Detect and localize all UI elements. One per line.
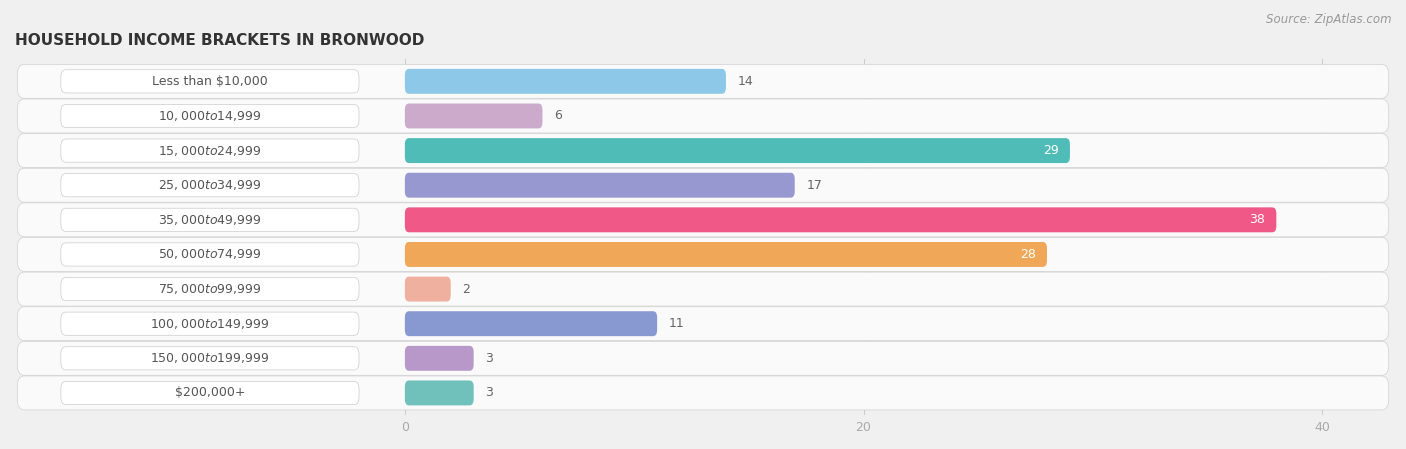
FancyBboxPatch shape xyxy=(60,277,359,301)
FancyBboxPatch shape xyxy=(405,242,1047,267)
FancyBboxPatch shape xyxy=(17,307,1389,341)
FancyBboxPatch shape xyxy=(17,168,1389,202)
FancyBboxPatch shape xyxy=(60,347,359,370)
Text: 17: 17 xyxy=(806,179,823,192)
FancyBboxPatch shape xyxy=(405,380,474,405)
Text: 14: 14 xyxy=(737,75,754,88)
FancyBboxPatch shape xyxy=(405,69,725,94)
FancyBboxPatch shape xyxy=(60,208,359,231)
FancyBboxPatch shape xyxy=(60,139,359,162)
Text: 6: 6 xyxy=(554,110,562,123)
Text: $15,000 to $24,999: $15,000 to $24,999 xyxy=(159,144,262,158)
Text: 3: 3 xyxy=(485,387,494,400)
FancyBboxPatch shape xyxy=(60,174,359,197)
Text: Less than $10,000: Less than $10,000 xyxy=(152,75,267,88)
Text: 29: 29 xyxy=(1043,144,1059,157)
Text: $35,000 to $49,999: $35,000 to $49,999 xyxy=(159,213,262,227)
Text: 28: 28 xyxy=(1019,248,1036,261)
FancyBboxPatch shape xyxy=(17,272,1389,306)
FancyBboxPatch shape xyxy=(17,238,1389,272)
FancyBboxPatch shape xyxy=(60,312,359,335)
Text: $25,000 to $34,999: $25,000 to $34,999 xyxy=(159,178,262,192)
Text: $10,000 to $14,999: $10,000 to $14,999 xyxy=(159,109,262,123)
FancyBboxPatch shape xyxy=(405,346,474,371)
Text: $100,000 to $149,999: $100,000 to $149,999 xyxy=(150,317,270,331)
FancyBboxPatch shape xyxy=(405,173,794,198)
Text: $50,000 to $74,999: $50,000 to $74,999 xyxy=(159,247,262,261)
FancyBboxPatch shape xyxy=(60,243,359,266)
FancyBboxPatch shape xyxy=(60,70,359,93)
FancyBboxPatch shape xyxy=(60,381,359,405)
FancyBboxPatch shape xyxy=(17,64,1389,98)
Text: $150,000 to $199,999: $150,000 to $199,999 xyxy=(150,351,270,365)
FancyBboxPatch shape xyxy=(17,99,1389,133)
FancyBboxPatch shape xyxy=(17,134,1389,167)
Text: HOUSEHOLD INCOME BRACKETS IN BRONWOOD: HOUSEHOLD INCOME BRACKETS IN BRONWOOD xyxy=(15,33,425,48)
FancyBboxPatch shape xyxy=(405,207,1277,232)
FancyBboxPatch shape xyxy=(405,138,1070,163)
Text: 2: 2 xyxy=(463,282,470,295)
FancyBboxPatch shape xyxy=(405,104,543,128)
FancyBboxPatch shape xyxy=(60,104,359,128)
FancyBboxPatch shape xyxy=(405,277,451,302)
FancyBboxPatch shape xyxy=(17,341,1389,375)
FancyBboxPatch shape xyxy=(405,311,657,336)
Text: $200,000+: $200,000+ xyxy=(174,387,245,400)
Text: $75,000 to $99,999: $75,000 to $99,999 xyxy=(159,282,262,296)
Text: 38: 38 xyxy=(1249,213,1265,226)
Text: 11: 11 xyxy=(669,317,685,330)
Text: Source: ZipAtlas.com: Source: ZipAtlas.com xyxy=(1267,13,1392,26)
Text: 3: 3 xyxy=(485,352,494,365)
FancyBboxPatch shape xyxy=(17,203,1389,237)
FancyBboxPatch shape xyxy=(17,376,1389,410)
